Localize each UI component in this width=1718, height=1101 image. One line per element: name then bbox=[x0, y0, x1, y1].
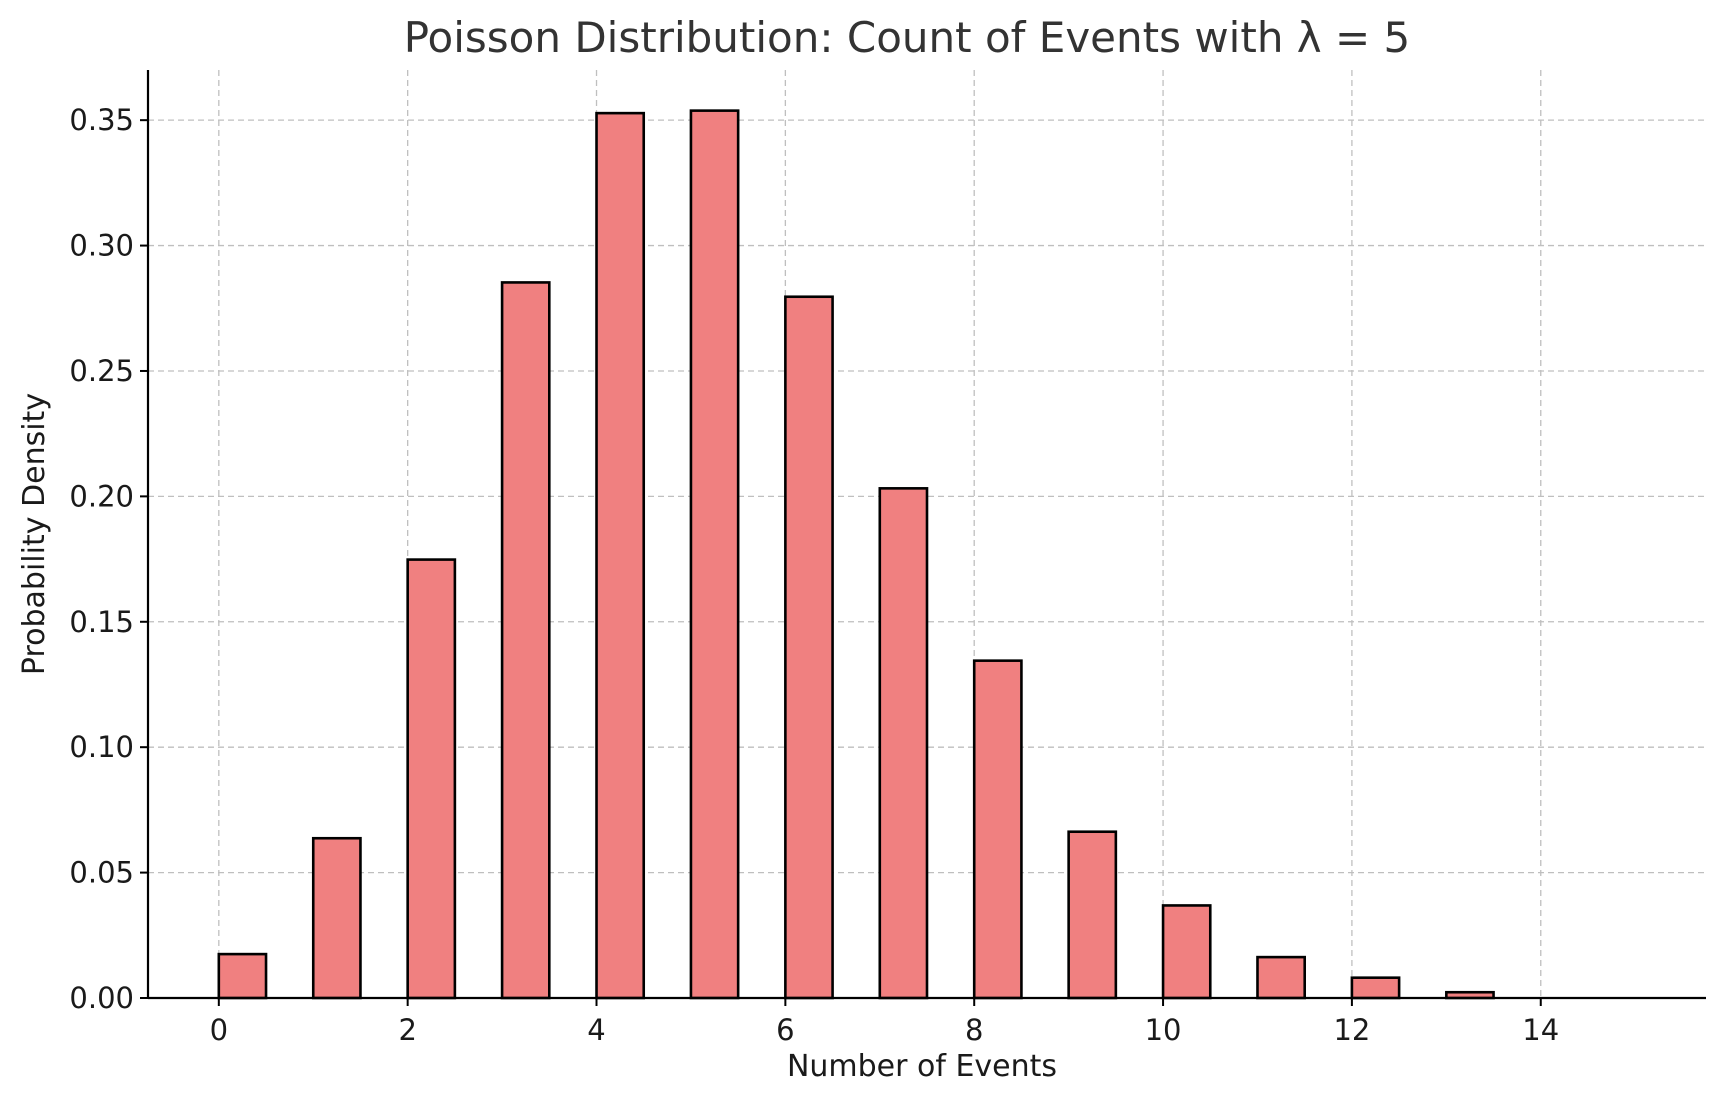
bar bbox=[1067, 830, 1118, 1000]
bars bbox=[217, 109, 1495, 1000]
y-tick-label: 0.20 bbox=[69, 479, 134, 513]
bar bbox=[311, 836, 362, 1000]
bar bbox=[1256, 955, 1306, 1000]
bar bbox=[878, 487, 929, 1000]
bar bbox=[406, 558, 457, 1000]
y-tick-label: 0.00 bbox=[69, 981, 134, 1015]
chart-title: Poisson Distribution: Count of Events wi… bbox=[404, 13, 1411, 62]
y-tick-label: 0.25 bbox=[69, 354, 134, 388]
bar bbox=[784, 295, 834, 1000]
y-axis-label: Probability Density bbox=[17, 393, 52, 675]
x-tick-label: 6 bbox=[776, 1013, 794, 1047]
y-tick-label: 0.10 bbox=[69, 730, 134, 764]
x-axis-ticks: 0 2 4 6 8 10 12 14 bbox=[210, 998, 1559, 1047]
x-tick-label: 2 bbox=[398, 1013, 416, 1047]
y-tick-label: 0.15 bbox=[69, 605, 134, 639]
x-tick-label: 8 bbox=[965, 1013, 983, 1047]
y-tick-label: 0.30 bbox=[69, 229, 134, 263]
bar bbox=[500, 281, 551, 1000]
bar bbox=[1161, 904, 1212, 1000]
bar bbox=[595, 111, 646, 1000]
bar bbox=[217, 952, 268, 1000]
bar bbox=[972, 659, 1023, 1000]
x-tick-label: 10 bbox=[1145, 1013, 1182, 1047]
y-tick-label: 0.35 bbox=[69, 103, 134, 137]
bar bbox=[689, 109, 740, 1000]
x-axis-label: Number of Events bbox=[787, 1049, 1057, 1084]
y-tick-label: 0.05 bbox=[69, 856, 134, 890]
x-tick-label: 12 bbox=[1333, 1013, 1370, 1047]
x-tick-label: 14 bbox=[1522, 1013, 1559, 1047]
x-tick-label: 0 bbox=[210, 1013, 228, 1047]
bar bbox=[1350, 976, 1401, 1000]
x-tick-label: 4 bbox=[587, 1013, 605, 1047]
y-axis-ticks: 0.00 0.05 0.10 0.15 0.20 0.25 0.30 0.35 bbox=[69, 103, 148, 1015]
